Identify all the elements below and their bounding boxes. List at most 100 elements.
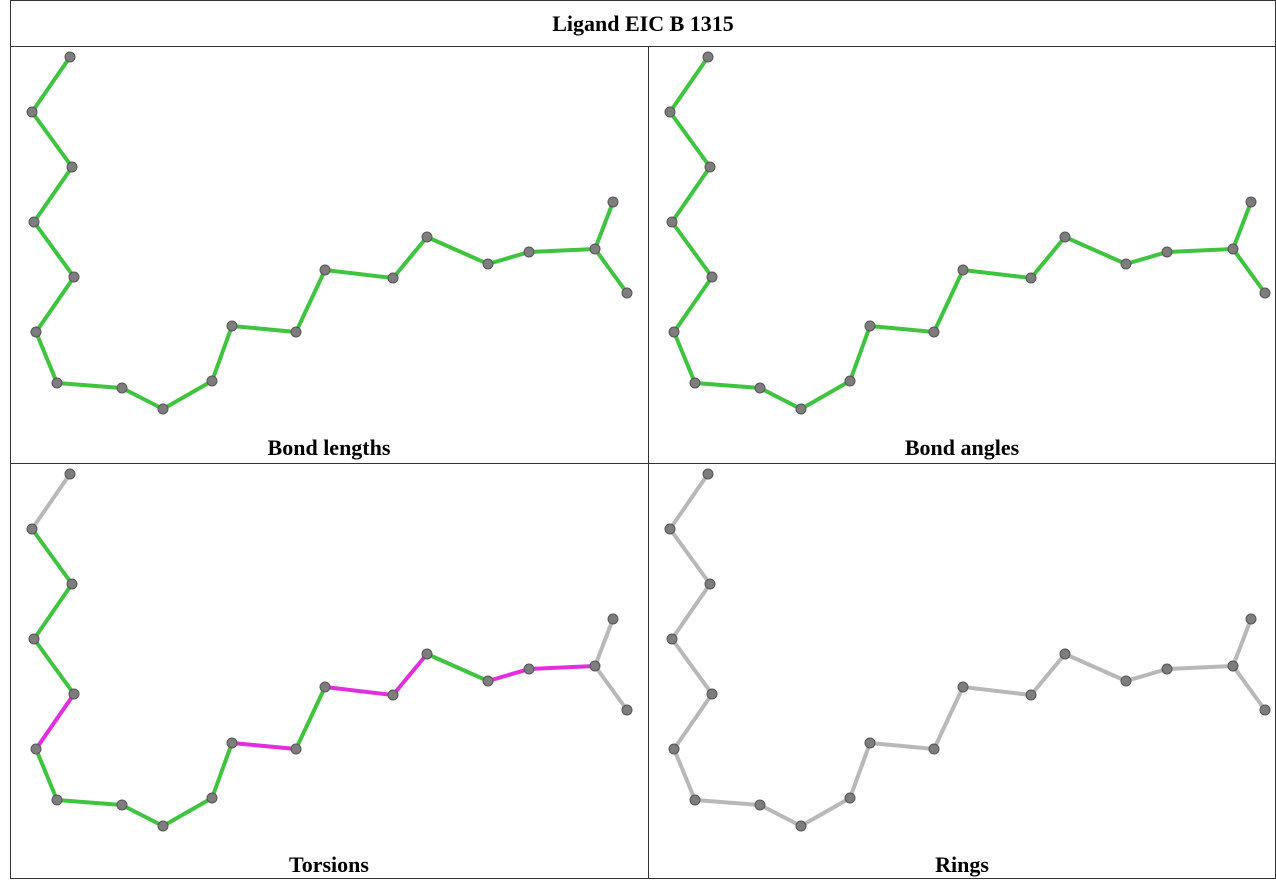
bond	[161, 796, 214, 828]
atom	[319, 264, 331, 276]
atom	[957, 264, 969, 276]
atom	[1025, 689, 1037, 701]
bond	[672, 692, 714, 751]
bond	[961, 268, 1033, 280]
bond	[672, 275, 714, 334]
atom	[51, 794, 63, 806]
atom	[1227, 660, 1239, 672]
atom	[664, 106, 676, 118]
atom	[795, 403, 807, 415]
atom	[621, 287, 633, 299]
atom	[1245, 613, 1257, 625]
atom	[1245, 196, 1257, 208]
atom	[116, 382, 128, 394]
table-title: Ligand EIC B 1315	[552, 11, 734, 36]
bond	[210, 741, 234, 800]
atom	[51, 377, 63, 389]
atom	[706, 271, 718, 283]
atom	[1059, 648, 1071, 660]
atom	[664, 523, 676, 535]
bond	[30, 55, 72, 114]
atom	[928, 743, 940, 755]
bond	[668, 527, 712, 586]
bond	[593, 247, 629, 295]
atom	[68, 688, 80, 700]
atom	[1120, 258, 1132, 270]
bond	[30, 110, 74, 169]
atom	[68, 271, 80, 283]
atom	[689, 794, 701, 806]
atom	[844, 375, 856, 387]
bond	[391, 652, 429, 697]
bond	[868, 324, 936, 334]
bond	[230, 324, 298, 334]
atom	[864, 737, 876, 749]
atom	[30, 326, 42, 338]
bond	[848, 741, 872, 800]
bond	[668, 55, 710, 114]
atom	[206, 375, 218, 387]
bond	[1231, 200, 1253, 251]
bond	[799, 379, 852, 411]
bond	[672, 330, 697, 385]
bond	[34, 330, 59, 385]
bond	[34, 275, 76, 334]
bond	[294, 685, 327, 751]
bond	[668, 110, 712, 169]
bond	[230, 741, 298, 751]
atom	[290, 326, 302, 338]
atom	[30, 743, 42, 755]
atom	[421, 648, 433, 660]
bond	[323, 268, 395, 280]
bond	[1063, 235, 1128, 266]
atom	[668, 743, 680, 755]
bond	[34, 747, 59, 802]
bond	[961, 685, 1033, 697]
atom	[206, 792, 218, 804]
atom	[957, 681, 969, 693]
bond	[30, 527, 74, 586]
bond	[425, 235, 490, 266]
bond	[210, 324, 234, 383]
atom	[704, 161, 716, 173]
bond	[120, 386, 165, 411]
bond	[868, 741, 936, 751]
atom	[116, 799, 128, 811]
atom	[421, 231, 433, 243]
atom	[64, 468, 76, 480]
bond	[1124, 250, 1169, 266]
atom	[704, 578, 716, 590]
atom	[621, 704, 633, 716]
bond	[527, 247, 597, 254]
bond	[672, 747, 697, 802]
atom	[66, 578, 78, 590]
bond	[294, 268, 327, 334]
panel-label: Bond lengths	[268, 435, 391, 460]
atom	[157, 403, 169, 415]
bond	[1165, 664, 1235, 671]
atom	[844, 792, 856, 804]
atom	[28, 216, 40, 228]
bond	[670, 582, 712, 641]
bond	[32, 637, 76, 696]
atom	[226, 320, 238, 332]
atom	[1059, 231, 1071, 243]
atom	[523, 663, 535, 675]
bond	[758, 803, 803, 828]
atom	[666, 216, 678, 228]
atom	[28, 633, 40, 645]
bond	[932, 685, 965, 751]
atom	[387, 689, 399, 701]
bond	[1124, 667, 1169, 683]
atom	[607, 196, 619, 208]
atom	[319, 681, 331, 693]
bond	[1231, 247, 1267, 295]
bond	[1063, 652, 1128, 683]
bond	[758, 386, 803, 411]
panel-label: Bond angles	[905, 435, 1020, 460]
atom	[387, 272, 399, 284]
atom	[1259, 704, 1271, 716]
atom	[607, 613, 619, 625]
atom	[754, 799, 766, 811]
bond	[34, 692, 76, 751]
